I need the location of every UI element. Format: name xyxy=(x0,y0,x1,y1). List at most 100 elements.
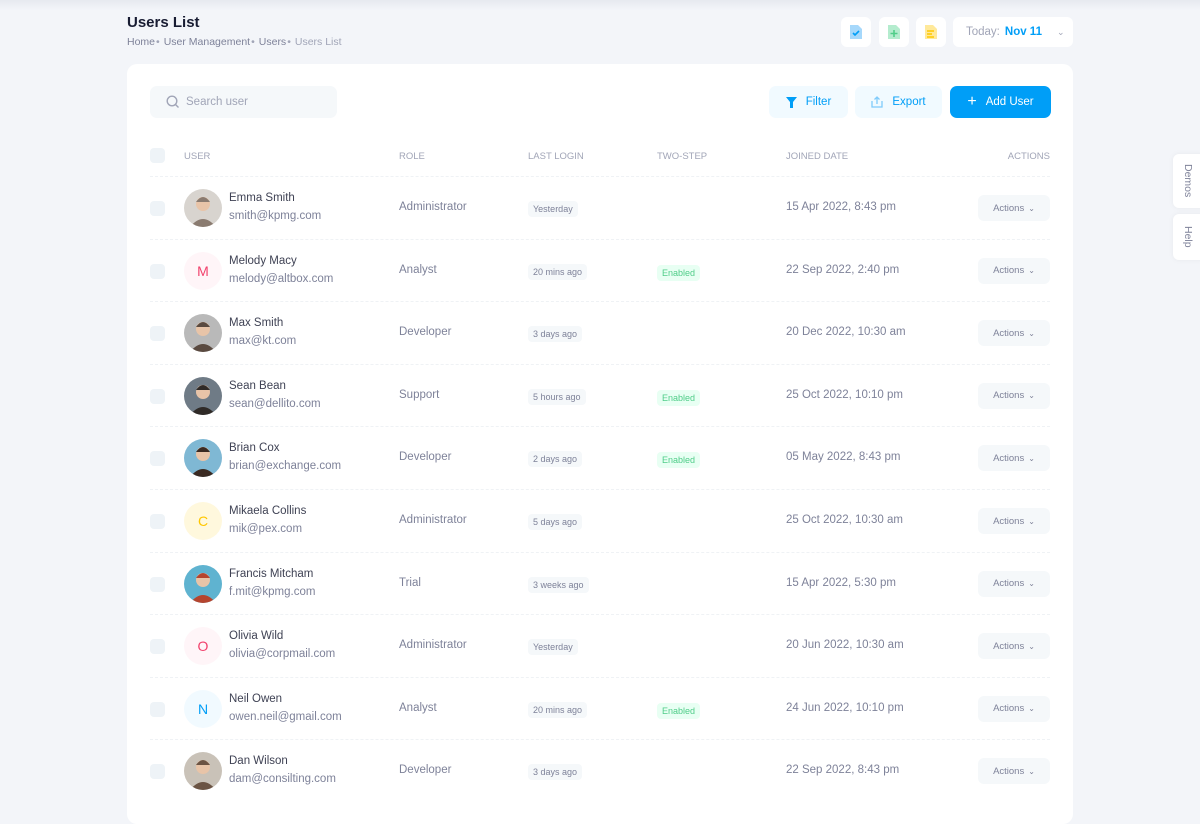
two-step-badge: Enabled xyxy=(657,452,701,469)
actions-label: Actions xyxy=(993,327,1025,339)
row-checkbox[interactable] xyxy=(150,764,165,780)
last-login-badge: 20 mins ago xyxy=(528,701,588,718)
user-name[interactable]: Melody Macy xyxy=(229,254,297,267)
last-login-badge: 5 hours ago xyxy=(528,388,586,405)
demos-label: Demos xyxy=(1182,164,1194,198)
column-header-user[interactable]: User xyxy=(184,151,211,162)
row-checkbox[interactable] xyxy=(150,388,165,404)
actions-dropdown[interactable]: Actions ⌄ xyxy=(978,508,1050,534)
user-email: dam@consilting.com xyxy=(229,773,336,786)
table-row: Sean Bean sean@dellito.com Support 5 hou… xyxy=(150,363,1050,427)
actions-dropdown[interactable]: Actions ⌄ xyxy=(978,758,1050,785)
add-user-button[interactable]: + Add User xyxy=(950,86,1051,118)
actions-dropdown[interactable]: Actions ⌄ xyxy=(978,382,1050,409)
actions-dropdown[interactable]: Actions ⌄ xyxy=(978,570,1050,597)
search-input[interactable]: Search user xyxy=(150,86,337,118)
actions-dropdown[interactable]: Actions ⌄ xyxy=(978,445,1050,472)
user-name[interactable]: Max Smith xyxy=(229,317,284,330)
file-check-button[interactable] xyxy=(841,17,871,47)
last-login-badge: 5 days ago xyxy=(528,514,583,530)
actions-dropdown[interactable]: Actions ⌄ xyxy=(978,633,1050,660)
actions-label: Actions xyxy=(993,265,1025,277)
user-name[interactable]: Mikaela Collins xyxy=(229,505,307,517)
actions-dropdown[interactable]: Actions ⌄ xyxy=(978,195,1050,221)
user-name[interactable]: Dan Wilson xyxy=(229,755,288,768)
column-header-two-step[interactable]: Two-step xyxy=(657,151,708,162)
file-add-button[interactable] xyxy=(879,17,909,47)
user-role: Developer xyxy=(399,764,452,777)
last-login-badge: 20 mins ago xyxy=(528,263,588,280)
last-login-badge: Yesterday xyxy=(528,639,578,656)
chevron-down-icon: ⌄ xyxy=(1028,328,1035,338)
user-role: Developer xyxy=(399,326,452,339)
column-header-role[interactable]: Role xyxy=(399,151,425,162)
user-role: Analyst xyxy=(399,701,437,714)
user-name[interactable]: Olivia Wild xyxy=(229,630,284,643)
actions-label: Actions xyxy=(993,578,1025,590)
avatar xyxy=(184,564,222,603)
row-checkbox[interactable] xyxy=(150,576,165,592)
breadcrumb-users[interactable]: Users xyxy=(259,36,291,48)
user-name[interactable]: Neil Owen xyxy=(229,692,283,705)
file-text-button[interactable] xyxy=(916,17,946,47)
user-photo-icon xyxy=(190,447,216,478)
chevron-down-icon: ⌄ xyxy=(1028,641,1035,651)
table-row: Francis Mitcham f.mit@kpmg.com Trial 3 w… xyxy=(150,551,1050,615)
actions-label: Actions xyxy=(993,515,1025,527)
export-label: Export xyxy=(892,96,926,108)
column-header-last-login[interactable]: Last Login xyxy=(528,151,584,162)
row-checkbox[interactable] xyxy=(150,639,165,655)
search-icon xyxy=(166,95,179,108)
chevron-down-icon: ⌄ xyxy=(1028,203,1035,213)
column-header-joined-date[interactable]: Joined Date xyxy=(786,151,849,162)
row-checkbox[interactable] xyxy=(150,201,165,216)
user-email: sean@dellito.com xyxy=(229,397,321,410)
plus-icon: + xyxy=(967,93,977,110)
two-step-badge: Enabled xyxy=(657,264,701,281)
user-name[interactable]: Emma Smith xyxy=(229,192,295,204)
export-button[interactable]: Export xyxy=(855,86,942,118)
user-role: Administrator xyxy=(399,201,467,213)
user-role: Developer xyxy=(399,451,452,464)
user-role: Support xyxy=(399,388,440,401)
user-email: brian@exchange.com xyxy=(229,460,342,473)
avatar-initial: N xyxy=(197,700,209,717)
top-shadow xyxy=(0,0,1200,10)
file-check-icon xyxy=(850,25,862,39)
row-checkbox[interactable] xyxy=(150,451,165,467)
two-step-badge: Enabled xyxy=(657,389,701,406)
table-row: O Olivia Wild olivia@corpmail.com Admini… xyxy=(150,614,1050,677)
user-name[interactable]: Sean Bean xyxy=(229,379,286,392)
demos-tab[interactable]: Demos xyxy=(1173,154,1200,208)
actions-dropdown[interactable]: Actions ⌄ xyxy=(978,257,1050,284)
breadcrumb-home[interactable]: Home xyxy=(127,36,160,48)
help-tab[interactable]: Help xyxy=(1173,214,1200,260)
actions-dropdown[interactable]: Actions ⌄ xyxy=(978,695,1050,722)
joined-date: 24 Jun 2022, 10:10 pm xyxy=(786,701,904,714)
chevron-down-icon: ⌄ xyxy=(1028,516,1035,526)
filter-button[interactable]: Filter xyxy=(769,86,848,118)
chevron-down-icon: ⌄ xyxy=(1028,266,1035,276)
actions-label: Actions xyxy=(993,640,1025,652)
user-email: olivia@corpmail.com xyxy=(229,648,336,661)
date-picker[interactable]: Today: Nov 11 ⌄ xyxy=(953,17,1073,47)
row-checkbox[interactable] xyxy=(150,263,165,279)
user-photo-icon xyxy=(190,760,216,791)
joined-date: 25 Oct 2022, 10:10 pm xyxy=(786,388,903,401)
actions-dropdown[interactable]: Actions ⌄ xyxy=(978,320,1050,347)
chevron-down-icon: ⌄ xyxy=(1056,26,1065,37)
user-photo-icon xyxy=(190,384,216,415)
users-card: Search user Filter Export + Add User Use… xyxy=(127,64,1073,824)
user-name[interactable]: Francis Mitcham xyxy=(229,567,314,580)
avatar: C xyxy=(184,502,222,540)
row-checkbox[interactable] xyxy=(150,701,165,717)
joined-date: 22 Sep 2022, 2:40 pm xyxy=(786,263,900,276)
filter-icon xyxy=(785,96,797,108)
row-checkbox[interactable] xyxy=(150,326,165,342)
breadcrumb-user-management[interactable]: User Management xyxy=(164,36,255,48)
select-all-checkbox[interactable] xyxy=(150,148,165,163)
user-name[interactable]: Brian Cox xyxy=(229,442,280,455)
user-photo-icon xyxy=(190,572,216,603)
row-checkbox[interactable] xyxy=(150,514,165,529)
chevron-down-icon: ⌄ xyxy=(1028,704,1035,714)
